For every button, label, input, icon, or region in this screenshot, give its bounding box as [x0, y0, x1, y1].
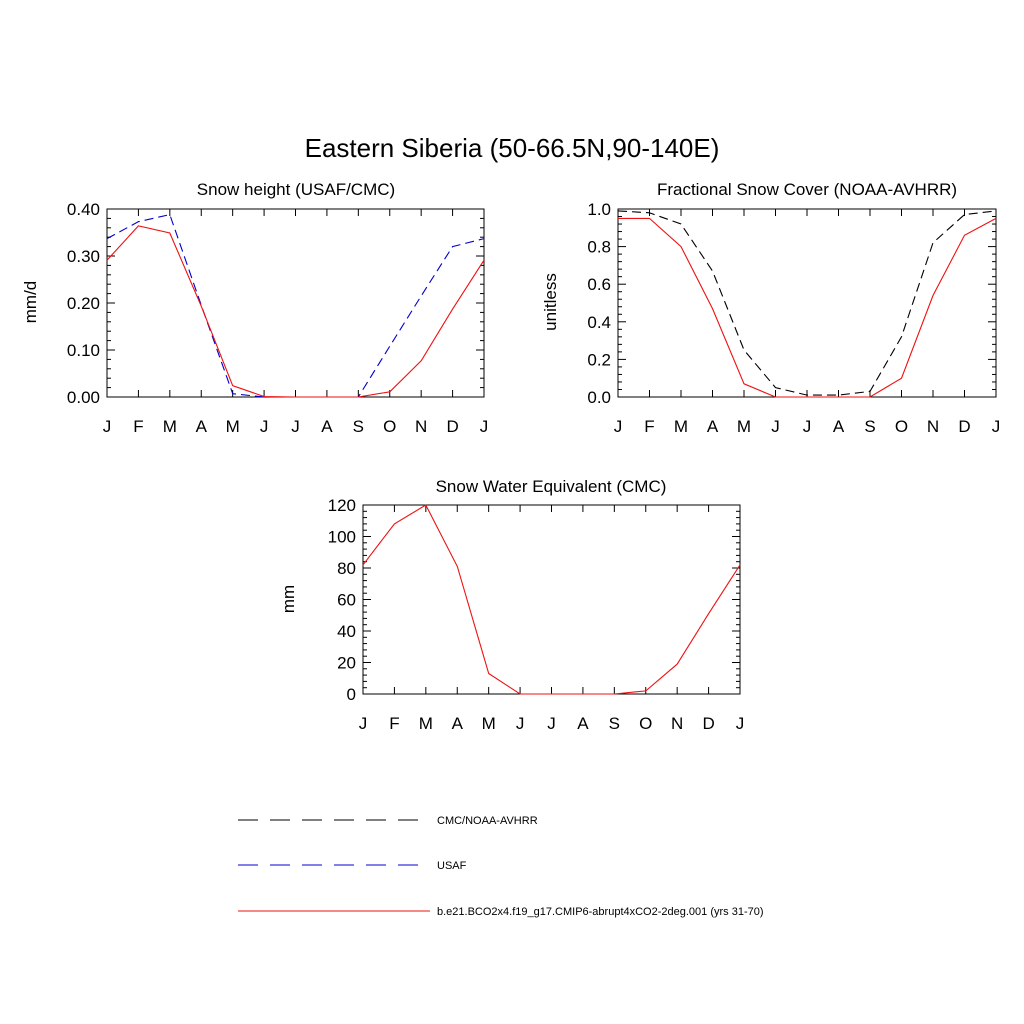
- legend-entry-obs: CMC/NOAA-AVHRR: [238, 815, 538, 827]
- x-tick-label: J: [103, 417, 112, 436]
- y-tick-label: 100: [328, 528, 356, 547]
- panel-title: Snow height (USAF/CMC): [197, 180, 395, 199]
- x-tick-label: O: [383, 417, 396, 436]
- x-tick-label: N: [671, 714, 683, 733]
- x-tick-label: A: [577, 714, 589, 733]
- x-tick-label: J: [359, 714, 368, 733]
- x-tick-label: F: [389, 714, 399, 733]
- x-tick-label: S: [609, 714, 620, 733]
- x-tick-label: M: [674, 417, 688, 436]
- x-tick-label: J: [614, 417, 623, 436]
- y-tick-label: 0.20: [67, 294, 100, 313]
- x-tick-label: O: [639, 714, 652, 733]
- legend-label-model: b.e21.BCO2x4.f19_g17.CMIP6-abrupt4xCO2-2…: [437, 906, 764, 918]
- x-tick-label: J: [480, 417, 489, 436]
- x-tick-label: J: [803, 417, 812, 436]
- series-line-model: [362, 504, 741, 695]
- x-tick-label: J: [260, 417, 269, 436]
- x-tick-label: A: [707, 417, 719, 436]
- y-tick-label: 120: [328, 496, 356, 515]
- panel-title: Snow Water Equivalent (CMC): [436, 477, 667, 496]
- x-tick-label: J: [516, 714, 525, 733]
- x-tick-label: N: [415, 417, 427, 436]
- plot-frame: [106, 208, 485, 398]
- x-tick-label: M: [482, 714, 496, 733]
- y-tick-label: 0.10: [67, 341, 100, 360]
- series-line-obs: [617, 210, 997, 396]
- y-tick-label: 0.0: [587, 388, 611, 407]
- plot-frame: [362, 504, 741, 695]
- x-tick-label: A: [321, 417, 333, 436]
- x-tick-label: A: [196, 417, 208, 436]
- panel-fractional-snow-cover: Fractional Snow Cover (NOAA-AVHRR) unitl…: [541, 180, 1000, 436]
- x-tick-label: J: [992, 417, 1001, 436]
- x-tick-label: F: [133, 417, 143, 436]
- x-tick-label: J: [547, 714, 556, 733]
- y-tick-label: 80: [337, 559, 356, 578]
- x-tick-label: F: [644, 417, 654, 436]
- y-tick-label: 20: [337, 654, 356, 673]
- x-tick-label: S: [864, 417, 875, 436]
- legend-entry-usaf: USAF: [238, 860, 467, 872]
- x-tick-label: A: [833, 417, 845, 436]
- x-tick-label: A: [452, 714, 464, 733]
- y-tick-label: 0: [347, 685, 356, 704]
- legend: CMC/NOAA-AVHRR USAF b.e21.BCO2x4.f19_g17…: [238, 815, 764, 918]
- y-tick-label: 0.4: [587, 313, 611, 332]
- y-tick-label: 1.0: [587, 200, 611, 219]
- x-tick-label: D: [446, 417, 458, 436]
- y-tick-label: 40: [337, 622, 356, 641]
- y-tick-label: 0.00: [67, 388, 100, 407]
- legend-label-usaf: USAF: [437, 860, 467, 872]
- y-tick-label: 0.2: [587, 350, 611, 369]
- x-tick-label: M: [163, 417, 177, 436]
- x-tick-label: J: [291, 417, 300, 436]
- x-tick-label: J: [771, 417, 780, 436]
- series-line-model: [106, 225, 485, 398]
- y-tick-label: 0.6: [587, 275, 611, 294]
- legend-label-obs: CMC/NOAA-AVHRR: [437, 815, 538, 827]
- x-tick-label: N: [927, 417, 939, 436]
- x-tick-label: J: [736, 714, 745, 733]
- y-axis-label: mm/d: [21, 281, 40, 324]
- x-tick-label: O: [895, 417, 908, 436]
- series-line-model: [618, 217, 997, 398]
- x-tick-label: D: [958, 417, 970, 436]
- y-axis-label: mm: [279, 585, 298, 613]
- panel-title: Fractional Snow Cover (NOAA-AVHRR): [657, 180, 957, 199]
- y-axis-label: unitless: [541, 273, 560, 331]
- y-tick-label: 0.30: [67, 247, 100, 266]
- figure-title: Eastern Siberia (50-66.5N,90-140E): [305, 133, 720, 163]
- y-tick-label: 60: [337, 591, 356, 610]
- x-tick-label: M: [737, 417, 751, 436]
- legend-entry-model: b.e21.BCO2x4.f19_g17.CMIP6-abrupt4xCO2-2…: [238, 906, 764, 918]
- x-tick-label: D: [702, 714, 714, 733]
- x-tick-label: S: [353, 417, 364, 436]
- x-tick-label: M: [226, 417, 240, 436]
- series-line-usaf: [106, 213, 485, 398]
- y-tick-label: 0.8: [587, 238, 611, 257]
- y-tick-label: 0.40: [67, 200, 100, 219]
- x-tick-label: M: [419, 714, 433, 733]
